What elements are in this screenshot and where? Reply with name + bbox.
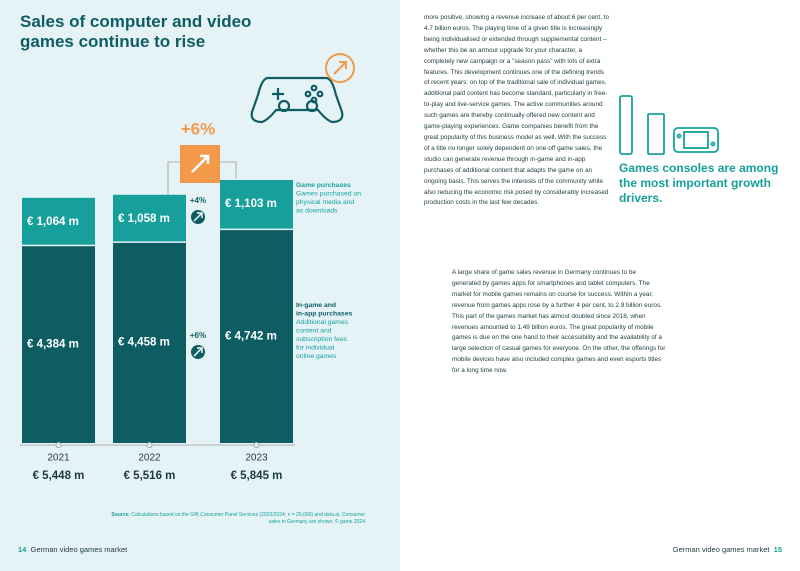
source: Source: Calculations based on the GfK Co… <box>100 512 365 526</box>
paragraph: A large share of game sales revenue in G… <box>452 269 666 375</box>
growth-label: +6% <box>190 331 206 340</box>
value-label: € 1,103 m <box>225 198 277 210</box>
footer-text: German video games market <box>30 545 128 554</box>
growth-icon <box>167 53 355 198</box>
growth-arrow <box>193 347 203 357</box>
controller-icon <box>250 76 344 124</box>
bar-segment <box>220 229 293 443</box>
source-text: Calculations based on the GfK Consumer P… <box>131 512 365 525</box>
axis-dot <box>55 441 62 448</box>
x-tick-label: 2022 <box>138 453 161 464</box>
value-label: € 4,742 m <box>225 330 277 342</box>
consoles-icon <box>619 95 719 155</box>
page-title: Sales of computer and video games contin… <box>20 12 252 51</box>
total-label: € 5,516 m <box>124 470 176 482</box>
bar-segment <box>220 179 293 230</box>
x-tick-label: 2023 <box>245 453 268 464</box>
legend-description: Games purchased on physical media and as d… <box>296 190 361 214</box>
legend-name: Game purchases <box>296 182 351 189</box>
paragraph: more positive, showing a revenue increas… <box>424 14 610 207</box>
growth-arrow <box>193 212 203 222</box>
footer: 14 German video games market <box>18 545 127 554</box>
value-label: € 4,458 m <box>118 337 170 349</box>
page-number: 15 <box>773 545 782 554</box>
segment-separator <box>113 241 186 243</box>
chart: € 4,384 m € 1,064 m 2021 € 5,448 m € 4,458 m… <box>20 53 361 482</box>
legend-description: Additional games content and subscription … <box>296 319 349 360</box>
segment-separator <box>22 244 95 247</box>
axis-dot <box>146 441 153 448</box>
bar-segment <box>22 197 95 246</box>
segment-separator <box>220 228 293 231</box>
callout: Games consoles are among the most import… <box>619 161 779 205</box>
growth-label: +4% <box>190 196 206 205</box>
total-label: € 5,448 m <box>33 470 85 482</box>
bar-segment <box>113 242 186 443</box>
bar-segment <box>22 245 95 443</box>
footer: German video games market 15 <box>673 545 782 554</box>
page-number: 14 <box>18 545 27 554</box>
value-label: € 1,064 m <box>27 216 79 228</box>
total-label: € 5,845 m <box>231 470 283 482</box>
source-label: Source: <box>111 512 130 518</box>
value-label: € 4,384 m <box>27 338 79 350</box>
footer-text: German video games market <box>672 545 770 554</box>
overall-growth: +6% <box>181 119 216 138</box>
value-label: € 1,058 m <box>118 213 170 225</box>
legend-name: In-game and in-app purchases <box>296 302 352 318</box>
axis-dot <box>253 441 260 448</box>
bar-segment <box>113 194 186 243</box>
x-tick-label: 2021 <box>47 453 70 464</box>
